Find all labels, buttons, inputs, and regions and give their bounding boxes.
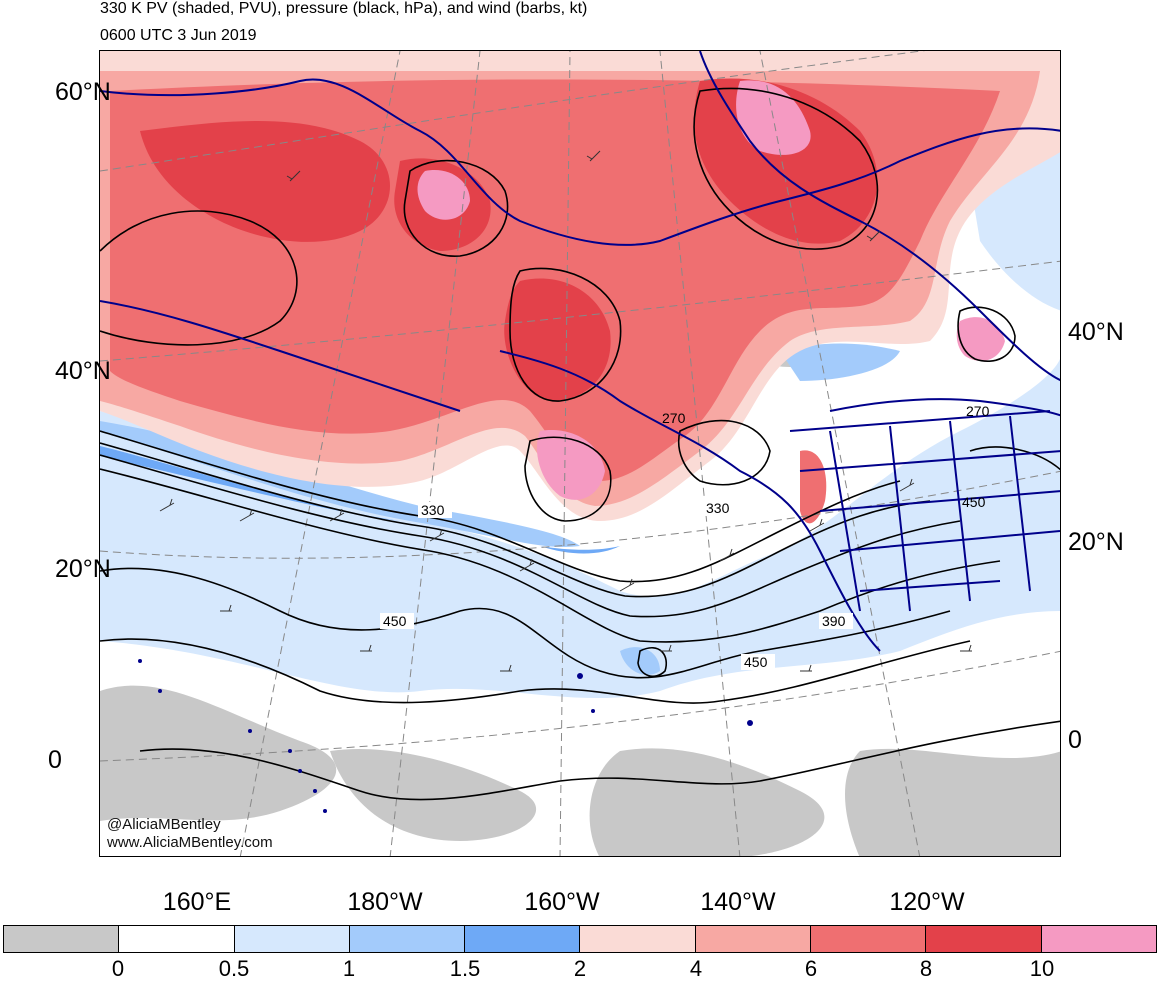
lon-label-160w: 160°W bbox=[524, 888, 600, 916]
lat-label-20n-right: 20°N bbox=[1068, 528, 1124, 556]
colorbar-tick-label: 2 bbox=[573, 956, 587, 981]
coastlines bbox=[100, 51, 1060, 652]
colorbar-segment bbox=[349, 926, 466, 952]
colorbar-tick-label: 0 bbox=[111, 956, 125, 981]
colorbar-tick-label: 6 bbox=[804, 956, 818, 981]
lon-label-180w: 180°W bbox=[347, 888, 423, 916]
colorbar-tick-label: 4 bbox=[689, 956, 703, 981]
colorbar-segment bbox=[4, 926, 120, 952]
map-panel: 330 330 450 450 390 270 270 450 bbox=[99, 50, 1061, 857]
lat-label-0-right: 0 bbox=[1068, 726, 1082, 754]
isobar-labels: 330 330 450 450 390 270 270 450 bbox=[380, 403, 990, 670]
isobar-label: 450 bbox=[383, 613, 407, 629]
colorbar-segment bbox=[119, 926, 235, 952]
colorbar-tick-label: 1.5 bbox=[449, 956, 481, 981]
colorbar-tick-label: 0.5 bbox=[218, 956, 250, 981]
isobar-label: 270 bbox=[966, 403, 990, 419]
lat-label-20n: 20°N bbox=[55, 555, 111, 583]
isobar-label: 390 bbox=[822, 613, 846, 629]
colorbar-segment bbox=[811, 926, 927, 952]
colorbar-segment bbox=[580, 926, 696, 952]
lat-label-60n: 60°N bbox=[55, 78, 111, 106]
lat-label-40n: 40°N bbox=[55, 357, 111, 385]
map-title: 330 K PV (shaded, PVU), pressure (black,… bbox=[100, 0, 588, 17]
valid-time: 0600 UTC 3 Jun 2019 bbox=[100, 27, 257, 44]
isobar-label: 330 bbox=[421, 502, 445, 518]
watermark-handle: @AliciaMBentley bbox=[107, 816, 221, 833]
wind-barbs bbox=[159, 150, 972, 672]
isobar-label: 330 bbox=[706, 500, 730, 516]
watermark-url: www.AliciaMBentley.com bbox=[107, 834, 273, 851]
islands bbox=[138, 659, 753, 813]
pv-colorbar bbox=[3, 925, 1157, 953]
pv-darkblue-region bbox=[100, 446, 620, 554]
lat-label-0: 0 bbox=[48, 746, 62, 774]
pv-map: 330 330 450 450 390 270 270 450 bbox=[100, 51, 1060, 856]
colorbar-segment bbox=[1041, 926, 1156, 952]
colorbar-segment bbox=[234, 926, 350, 952]
isobar-label: 450 bbox=[962, 494, 986, 510]
colorbar-tick-label: 8 bbox=[919, 956, 933, 981]
lat-label-40n-right: 40°N bbox=[1068, 318, 1124, 346]
colorbar-segment bbox=[926, 926, 1042, 952]
lon-label-140w: 140°W bbox=[700, 888, 776, 916]
pv-gray-region bbox=[100, 349, 1060, 856]
colorbar-segment bbox=[695, 926, 812, 952]
lon-label-160e: 160°E bbox=[162, 888, 232, 916]
colorbar-tick-label: 10 bbox=[1029, 956, 1055, 981]
lon-label-120w: 120°W bbox=[889, 888, 965, 916]
colorbar-tick-label: 1 bbox=[342, 956, 356, 981]
graticule bbox=[100, 51, 1060, 856]
isobar-label: 450 bbox=[744, 654, 768, 670]
isobar-label: 270 bbox=[662, 410, 686, 426]
colorbar-segment bbox=[465, 926, 581, 952]
pv-red-region bbox=[100, 51, 1060, 524]
